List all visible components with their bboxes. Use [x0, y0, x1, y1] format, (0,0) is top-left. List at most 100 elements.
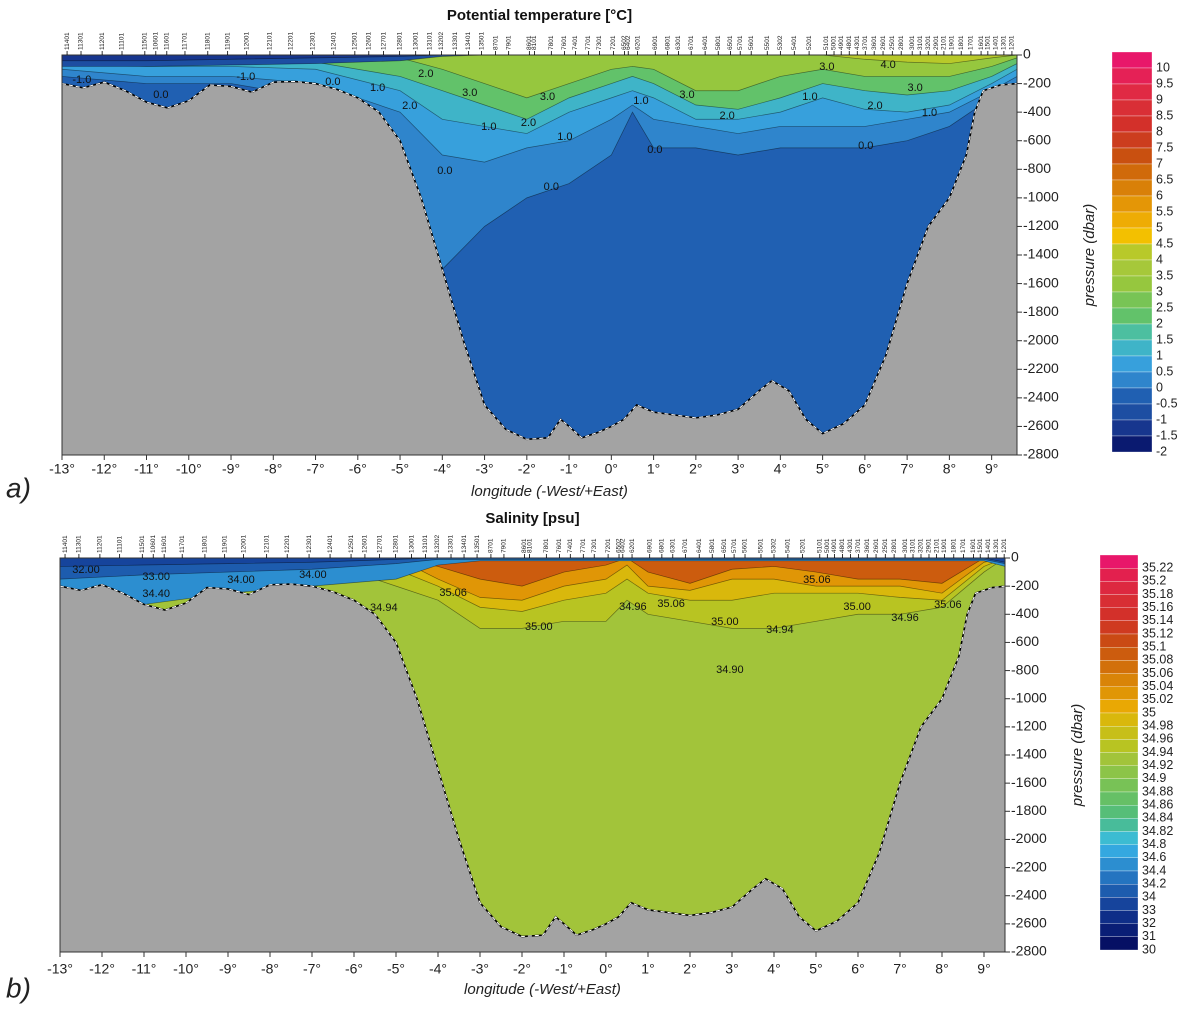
station-label: 3701: [855, 538, 862, 553]
colorbar-box: [1111, 355, 1153, 373]
station-label: 12101: [263, 535, 270, 553]
station-label: 5701: [731, 538, 738, 553]
contour-label: 0.0: [858, 140, 873, 152]
station-label: 5501: [764, 35, 771, 50]
station-label: 1701: [960, 538, 967, 553]
station-label: 7701: [580, 538, 587, 553]
contour-label: -1.0: [236, 71, 255, 83]
y-tick-label: -2600: [1011, 915, 1047, 931]
contour-label: 35.06: [803, 574, 831, 586]
station-label: 6801: [664, 35, 671, 50]
station-label: 1601: [978, 35, 985, 50]
station-label: 6502: [621, 35, 628, 50]
station-label: 11701: [179, 535, 186, 553]
y-tick-label: -200: [1011, 577, 1039, 593]
station-label: 13401: [461, 535, 468, 553]
station-label: 6401: [696, 538, 703, 553]
x-tick-label: 1°: [641, 961, 654, 977]
station-label: 12701: [380, 32, 387, 50]
colorbar-box: [1111, 435, 1153, 453]
y-tick-label: -1000: [1011, 689, 1047, 705]
x-tick-label: 1°: [647, 461, 660, 477]
x-tick-label: -12°: [91, 461, 117, 477]
station-label: 4301: [854, 35, 861, 50]
y-tick-label: -1400: [1011, 746, 1047, 762]
colorbar-label: 35.22: [1142, 560, 1173, 574]
colorbar-box: [1111, 83, 1153, 101]
x-tick-label: 3°: [731, 461, 744, 477]
station-label: 3001: [909, 35, 916, 50]
colorbar-label: 33: [1142, 903, 1156, 917]
station-label: 7601: [556, 538, 563, 553]
colorbar-box: [1099, 699, 1139, 714]
station-label: 6402: [620, 538, 627, 553]
station-label: 6301: [669, 538, 676, 553]
x-tick-label: -4°: [433, 461, 451, 477]
y-tick-label: -2200: [1011, 858, 1047, 874]
station-label: 2801: [898, 35, 905, 50]
colorbar-box: [1099, 568, 1139, 582]
colorbar-label: 3: [1156, 284, 1163, 298]
colorbar-box: [1111, 275, 1153, 293]
station-label: 12701: [376, 535, 383, 553]
station-label: 3201: [925, 35, 932, 50]
station-label: 6401: [702, 35, 709, 50]
colorbar-box: [1111, 259, 1153, 277]
station-label: 5302: [771, 538, 778, 553]
station-label: 11401: [62, 535, 69, 553]
colorbar-box: [1111, 339, 1153, 357]
contour-band: [60, 558, 1005, 567]
station-label: 2901: [926, 538, 933, 553]
station-label: 5302: [777, 35, 784, 50]
x-tick-label: -6°: [345, 961, 363, 977]
colorbar-label: 0: [1156, 380, 1163, 394]
contour-label: 35.00: [525, 621, 553, 633]
station-label: 11101: [116, 536, 123, 553]
station-label: 8701: [488, 538, 495, 553]
station-label: 3101: [917, 35, 924, 50]
station-label: 7401: [567, 538, 574, 553]
station-label: 2501: [889, 35, 896, 50]
colorbar-box: [1099, 673, 1139, 687]
y-tick-label: -2600: [1023, 417, 1059, 433]
contour-band: [62, 55, 1017, 61]
station-label: 5001: [831, 35, 838, 50]
station-label: 3601: [864, 538, 871, 553]
station-label: 11501: [142, 32, 149, 50]
x-tick-label: -3°: [471, 961, 489, 977]
x-tick-label: -11°: [134, 461, 159, 477]
colorbar-label: 34.82: [1142, 824, 1173, 838]
station-label: 10601: [153, 32, 160, 50]
colorbar-box: [1099, 581, 1139, 595]
station-label: 6801: [659, 538, 666, 553]
contour-line: [60, 559, 1005, 580]
contour-label: 34.94: [766, 624, 794, 636]
station-label: 13501: [474, 535, 481, 553]
contour-label: 35.06: [934, 599, 962, 611]
colorbar-box: [1099, 831, 1139, 845]
contour-label: 3.0: [462, 87, 477, 99]
contour-label: 1.0: [802, 91, 817, 103]
x-axis-label: longitude (-West/+East): [471, 483, 628, 500]
colorbar-label: 31: [1142, 929, 1156, 943]
panel-label: a): [6, 472, 31, 503]
station-label: 7701: [585, 35, 592, 50]
x-tick-label: -4°: [429, 961, 447, 977]
colorbar-box: [1111, 211, 1153, 229]
station-label: 12201: [287, 32, 294, 50]
station-label: 7901: [501, 538, 508, 553]
colorbar-box: [1111, 323, 1153, 341]
colorbar-box: [1111, 179, 1153, 197]
colorbar-box: [1111, 419, 1153, 437]
station-label: 8701: [492, 35, 499, 50]
station-label: 4901: [831, 538, 838, 553]
station-label: 1801: [958, 35, 965, 50]
colorbar-box: [1111, 163, 1153, 181]
station-label: 12601: [366, 32, 373, 50]
contour-label: 34.40: [142, 588, 170, 600]
colorbar-box: [1099, 870, 1139, 885]
y-tick-label: -600: [1011, 633, 1039, 649]
colorbar-label: 7: [1156, 156, 1163, 170]
contour-label: 2.0: [867, 100, 882, 112]
station-label: 12301: [309, 32, 316, 50]
